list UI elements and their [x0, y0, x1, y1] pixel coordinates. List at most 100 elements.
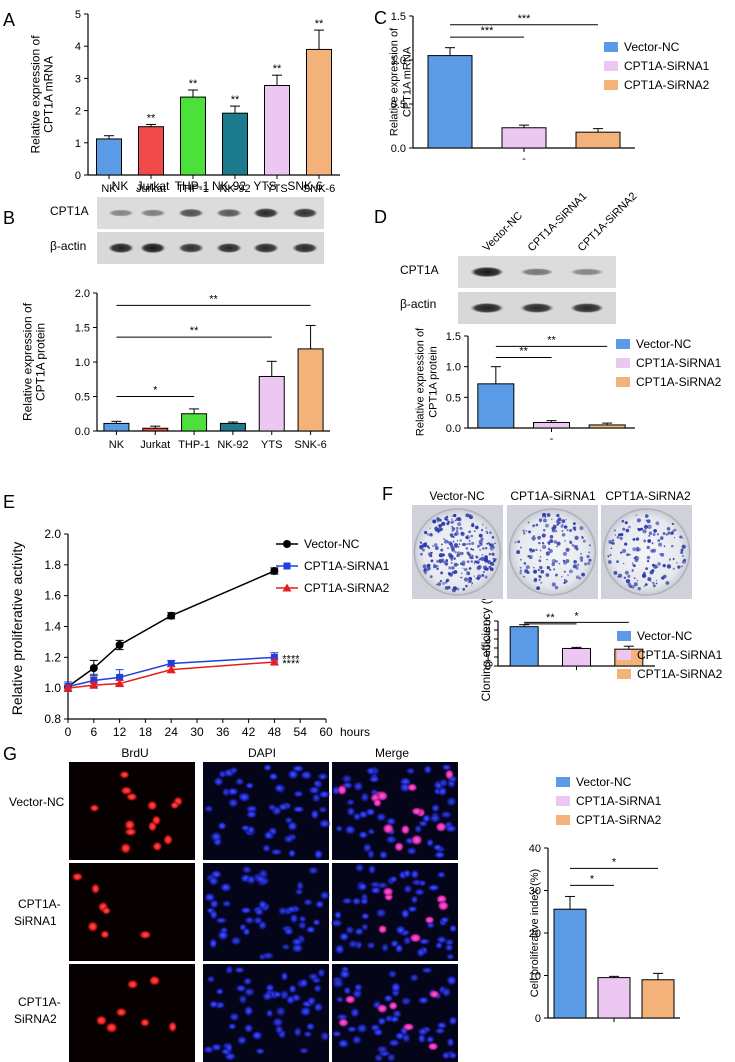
blot-b-lane-label: YTS — [253, 179, 276, 193]
colony-dot — [481, 554, 484, 556]
colony-dot — [533, 578, 538, 583]
colony-dot — [456, 587, 460, 591]
brdu-nucleus — [410, 807, 423, 816]
nucleus — [351, 897, 362, 906]
blot-band — [140, 242, 166, 254]
brdu-nucleus — [388, 1001, 399, 1011]
blot-band — [520, 268, 554, 276]
nucleus — [433, 850, 446, 859]
colony-dot — [482, 524, 484, 526]
nucleus — [261, 843, 271, 853]
nucleus — [377, 1016, 387, 1026]
colony-dot — [538, 559, 542, 563]
colony-dot — [472, 548, 475, 551]
x-tick-label: YTS — [261, 439, 282, 451]
nucleus — [445, 796, 458, 808]
colony-dot — [519, 569, 523, 573]
colony-dot — [555, 560, 559, 563]
nucleus — [243, 1023, 254, 1034]
colony-dot — [642, 529, 647, 534]
x-tick-label: NK-92 — [219, 183, 250, 195]
y-tick-label: 1.4 — [44, 620, 61, 634]
nucleus — [307, 865, 320, 876]
colony-dot — [519, 571, 522, 575]
nucleus — [360, 791, 370, 803]
colony-dot — [637, 587, 641, 591]
nucleus — [430, 803, 441, 813]
nucleus — [241, 865, 253, 874]
colony-dot — [578, 576, 582, 580]
colony-dot — [543, 529, 546, 532]
colony-dot — [566, 529, 569, 532]
nucleus — [446, 1037, 455, 1048]
colony-dot — [468, 542, 471, 546]
x-tick-label: 24 — [165, 725, 179, 739]
colony-dot — [565, 547, 570, 552]
y-tick-label: 0.5 — [391, 99, 406, 111]
blot-d-band-label: β-actin — [400, 297, 436, 311]
colony-dot — [653, 529, 657, 533]
nucleus — [390, 981, 402, 993]
colony-dot — [537, 569, 540, 572]
colony-dot — [525, 565, 530, 570]
colony-dot — [542, 512, 546, 517]
colony-dot — [422, 548, 425, 552]
colony-dot — [441, 553, 445, 557]
colony-dot — [493, 546, 495, 549]
colony-dot — [438, 523, 443, 529]
colony-dot — [545, 551, 550, 556]
culture-dish — [602, 508, 691, 596]
blot-b-lane-label: THP-1 — [175, 179, 210, 193]
colony-dot — [636, 518, 641, 523]
nucleus — [349, 1007, 360, 1018]
nucleus — [319, 890, 331, 901]
nucleus — [357, 882, 368, 892]
colony-dot — [532, 524, 536, 528]
colony-dot — [434, 546, 439, 550]
x-tick-label: 18 — [139, 725, 153, 739]
colony-dot — [553, 568, 556, 571]
colony-dot — [635, 514, 638, 517]
colony-dot — [561, 529, 564, 532]
brdu-nucleus — [406, 783, 418, 792]
nucleus — [446, 975, 458, 986]
data-point — [89, 680, 99, 689]
brdu-nucleus — [424, 915, 435, 925]
colony-dot — [641, 573, 647, 578]
colony-dot — [482, 547, 485, 550]
colony-dot — [450, 546, 455, 551]
data-point — [166, 665, 176, 674]
nucleus — [444, 824, 458, 833]
colony-dot — [471, 541, 475, 546]
nucleus — [268, 772, 279, 781]
bar — [264, 84, 290, 176]
nucleus — [215, 987, 225, 996]
nucleus — [360, 912, 370, 920]
colony-dot — [463, 577, 469, 582]
legend-label: Vector-NC — [624, 40, 680, 54]
colony-dot — [445, 559, 448, 562]
nucleus — [253, 916, 263, 925]
colony-dot — [522, 532, 526, 535]
colony-dot — [662, 574, 667, 579]
y-tick-label: 0 — [485, 661, 491, 673]
significance-label: ** — [315, 18, 324, 30]
nucleus — [352, 812, 362, 822]
colony-dot — [478, 558, 481, 561]
x-tick-label: - — [522, 153, 526, 165]
brdu-nucleus — [344, 994, 357, 1005]
brdu-nucleus — [126, 979, 139, 990]
colony-dot — [549, 539, 554, 544]
colony-dot — [645, 567, 649, 570]
colony-dot — [535, 523, 539, 527]
colony-dot — [486, 542, 489, 545]
brdu-nucleus — [382, 822, 395, 835]
colony-dot — [655, 579, 658, 582]
brdu-nucleus — [95, 1015, 108, 1026]
blot-band — [178, 208, 204, 218]
colony-dot — [579, 556, 584, 560]
brdu-nucleus — [409, 933, 422, 943]
colony-dot — [465, 547, 469, 550]
colony-dot — [468, 567, 472, 570]
